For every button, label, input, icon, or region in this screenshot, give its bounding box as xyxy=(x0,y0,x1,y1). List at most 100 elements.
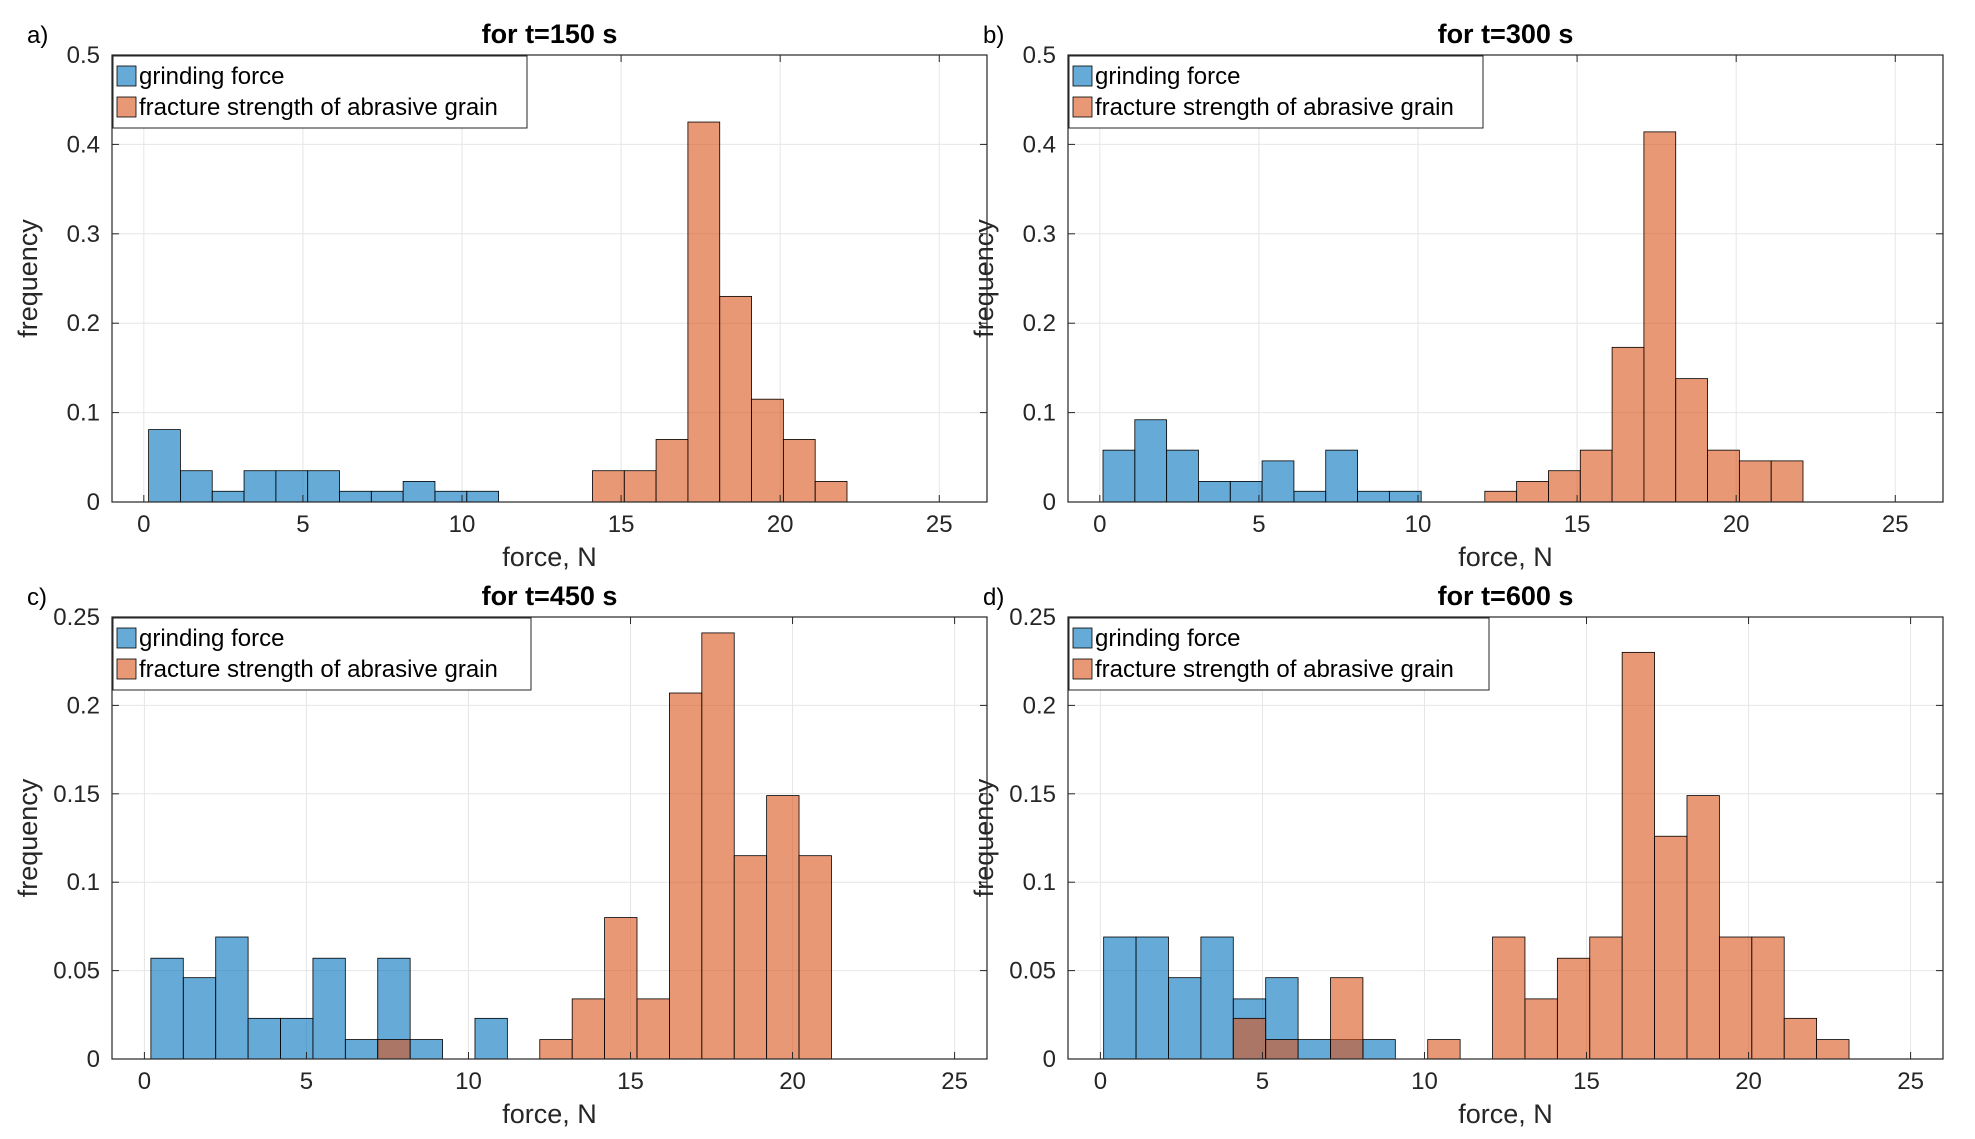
y-tick-label: 0.5 xyxy=(67,42,100,69)
fracture-strength-bar xyxy=(1556,957,1591,1060)
grinding-force-bar xyxy=(182,977,217,1060)
grinding-force-bar xyxy=(370,490,404,503)
fracture-strength-legend-label: fracture strength of abrasive grain xyxy=(1095,656,1454,683)
fracture-strength-bar xyxy=(1516,481,1549,503)
y-tick-label: 0 xyxy=(1043,1046,1056,1073)
grinding-force-bar xyxy=(1229,481,1263,503)
fracture-strength-bar xyxy=(539,1039,573,1060)
y-tick-label: 0.3 xyxy=(1023,221,1056,248)
fracture-strength-bar xyxy=(592,470,625,503)
grinding-force-bar xyxy=(1166,449,1199,503)
fracture-strength-bar xyxy=(1579,449,1613,503)
fracture-strength-legend-swatch xyxy=(116,658,137,680)
grinding-force-bar xyxy=(466,490,499,503)
y-axis-label: frequency xyxy=(13,219,43,338)
y-tick-label: 0.25 xyxy=(1009,604,1056,631)
fracture-strength-bar xyxy=(669,692,703,1060)
x-tick-label: 25 xyxy=(1882,511,1909,538)
grinding-force-bar xyxy=(344,1039,379,1060)
fracture-strength-bar xyxy=(636,998,670,1060)
grinding-force-bar xyxy=(1200,936,1234,1060)
fracture-strength-legend-swatch xyxy=(1072,658,1093,680)
legend: grinding force fracture strength of abras… xyxy=(1068,55,1484,129)
fracture-strength-bar xyxy=(1548,470,1581,503)
x-axis-label: force, N xyxy=(1458,542,1553,572)
legend-box xyxy=(1068,617,1490,691)
fracture-strength-bar xyxy=(1643,131,1677,503)
fracture-strength-bar xyxy=(604,917,638,1060)
fracture-strength-legend-label: fracture strength of abrasive grain xyxy=(139,94,498,121)
y-tick-label: 0.15 xyxy=(53,781,100,808)
grinding-force-bar xyxy=(1325,449,1358,503)
y-tick-label: 0 xyxy=(87,489,100,516)
chart-title: for t=150 s xyxy=(482,19,618,49)
grinding-force-bar xyxy=(1134,419,1168,503)
fracture-strength-legend-label: fracture strength of abrasive grain xyxy=(139,656,498,683)
chart-title: for t=600 s xyxy=(1438,581,1574,611)
x-tick-label: 10 xyxy=(1411,1068,1438,1095)
grinding-force-legend-swatch xyxy=(116,65,137,87)
legend-box xyxy=(112,55,528,129)
x-tick-label: 20 xyxy=(1735,1068,1762,1095)
x-axis-label: force, N xyxy=(502,1099,597,1129)
y-tick-label: 0.1 xyxy=(1023,400,1056,427)
y-tick-label: 0.2 xyxy=(67,310,100,337)
grinding-force-bar xyxy=(148,429,181,503)
fracture-strength-bar xyxy=(1492,936,1526,1060)
grinding-force-bar xyxy=(1261,460,1295,503)
grinding-force-legend-label: grinding force xyxy=(139,63,284,90)
x-tick-label: 5 xyxy=(1252,511,1265,538)
fracture-strength-bar xyxy=(733,855,768,1060)
x-tick-label: 25 xyxy=(926,511,953,538)
grinding-force-bar xyxy=(474,1017,508,1060)
fracture-strength-bar xyxy=(1718,936,1753,1060)
grinding-force-bar xyxy=(339,490,372,503)
chart-title: for t=300 s xyxy=(1438,19,1574,49)
grinding-force-legend-label: grinding force xyxy=(1095,63,1240,90)
y-tick-label: 0.1 xyxy=(67,869,100,896)
fracture-strength-bar xyxy=(701,632,735,1060)
fracture-strength-legend-label: fracture strength of abrasive grain xyxy=(1095,94,1454,121)
plot-area xyxy=(1068,55,1943,502)
grinding-force-bar xyxy=(180,470,213,503)
panel-c: 0 5 10 15 20 25 0 0.05 0.1 0.15 0.2 0.25 force, N fre… xyxy=(13,581,988,1129)
grinding-force-bar xyxy=(1103,936,1137,1060)
y-tick-label: 0.15 xyxy=(1009,781,1056,808)
y-tick-label: 0.2 xyxy=(67,692,100,719)
y-axis-label: frequency xyxy=(969,219,999,338)
y-tick-label: 0.1 xyxy=(67,400,100,427)
fracture-strength-bar xyxy=(1611,346,1645,503)
grinding-force-bar xyxy=(1135,936,1169,1060)
x-tick-label: 10 xyxy=(449,511,476,538)
fracture-strength-bar xyxy=(766,795,800,1060)
fracture-strength-bar xyxy=(1484,490,1518,503)
fracture-strength-bar xyxy=(1232,1017,1267,1060)
fracture-strength-bar xyxy=(719,295,752,503)
grinding-force-bar xyxy=(307,470,340,503)
x-axis-label: force, N xyxy=(1458,1099,1553,1129)
x-tick-label: 25 xyxy=(1897,1068,1924,1095)
x-tick-label: 0 xyxy=(138,1068,151,1095)
grinding-force-bar xyxy=(1388,490,1422,503)
x-tick-label: 25 xyxy=(941,1068,968,1095)
fracture-strength-bar xyxy=(1427,1039,1461,1060)
x-tick-label: 20 xyxy=(779,1068,806,1095)
x-axis-label: force, N xyxy=(502,542,597,572)
grinding-force-bar xyxy=(215,936,249,1060)
grinding-force-bar xyxy=(1362,1039,1396,1060)
x-tick-label: 15 xyxy=(617,1068,644,1095)
grinding-force-bar xyxy=(312,957,346,1060)
fracture-strength-legend-swatch xyxy=(116,96,137,118)
grinding-force-bar xyxy=(409,1039,443,1060)
fracture-strength-bar xyxy=(1589,936,1623,1060)
x-tick-label: 15 xyxy=(1573,1068,1600,1095)
grinding-force-bar xyxy=(275,470,309,503)
fracture-strength-bar xyxy=(1738,460,1772,503)
y-tick-label: 0.25 xyxy=(53,604,100,631)
axes-box xyxy=(1067,616,1944,1060)
fracture-strength-bar xyxy=(1770,460,1804,503)
x-tick-label: 20 xyxy=(1723,511,1750,538)
grinding-force-bar xyxy=(247,1017,281,1060)
x-tick-label: 10 xyxy=(1405,511,1432,538)
